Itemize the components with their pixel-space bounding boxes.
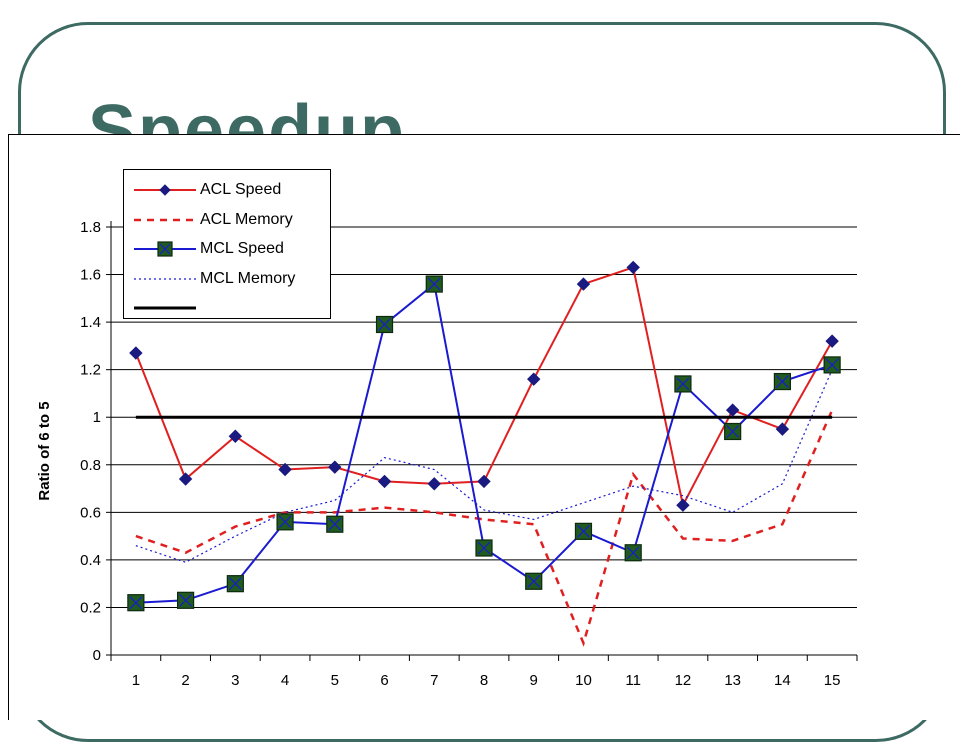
y-tick-label: 0 [93, 647, 101, 664]
legend-sample [134, 241, 196, 257]
legend-sample [134, 306, 196, 310]
data-point-acl-speed [626, 260, 640, 275]
data-point-mcl-speed [624, 544, 642, 562]
legend-item [124, 294, 330, 322]
legend-item: MCL Speed [124, 235, 330, 263]
data-point-mcl-speed [177, 591, 195, 609]
y-tick-label: 0.6 [80, 504, 101, 521]
x-tick-label: 10 [575, 672, 592, 689]
y-tick-label: 1 [93, 409, 101, 426]
data-point-mcl-speed [226, 575, 244, 593]
data-point-mcl-speed [326, 515, 344, 533]
legend-item: ACL Memory [124, 206, 330, 234]
x-tick-label: 15 [824, 672, 841, 689]
data-point-mcl-speed [475, 539, 493, 557]
data-point-mcl-speed [375, 315, 394, 334]
y-tick-label: 0.4 [80, 552, 101, 569]
data-point-acl-speed [775, 422, 790, 436]
x-tick-label: 2 [181, 672, 189, 689]
legend-label: ACL Speed [200, 181, 282, 198]
legend-sample [134, 277, 196, 280]
x-tick-label: 3 [231, 672, 239, 689]
data-point-acl-speed [178, 472, 193, 486]
data-point-acl-speed [228, 429, 243, 443]
data-point-mcl-speed [127, 594, 145, 612]
series-line-mcl-memory [135, 369, 833, 563]
x-tick-label: 5 [331, 672, 339, 689]
chart-panel: 0 0.2 0.4 0.6 0.8 1 1.2 1.4 1.6 1.8 1 2 3 4 5 6 7 8 9 10 11 1… [8, 134, 960, 720]
y-tick-label: 0.2 [80, 599, 101, 616]
data-point-mcl-speed [674, 375, 692, 393]
legend-label: ACL Memory [200, 210, 293, 228]
data-point-mcl-speed [724, 422, 742, 441]
data-point-acl-speed [427, 477, 441, 491]
series-line-acl-memory [135, 409, 834, 647]
legend-marker-square [157, 241, 173, 257]
data-point-acl-speed [825, 334, 839, 348]
data-point-acl-speed [576, 277, 591, 291]
legend-sample [134, 184, 196, 196]
line-chart: 00.20.40.60.811.21.41.61.81 2 3 4 5 6 7 8 9 10 11 1… [36, 219, 858, 689]
y-tick-label: 1.8 [80, 219, 101, 236]
data-point-acl-speed [129, 346, 143, 360]
x-tick-label: 12 [675, 672, 692, 689]
data-point-mcl-speed [276, 513, 294, 531]
x-tick-label: 14 [774, 672, 791, 689]
y-tick-label: 0.8 [80, 457, 101, 474]
legend-sample [134, 218, 196, 221]
data-point-mcl-speed [425, 275, 443, 293]
y-axis-title: Ratio of 6 to 5 [36, 401, 53, 500]
data-point-mcl-speed [525, 572, 543, 590]
y-tick-label: 1.6 [80, 267, 101, 284]
x-tick-label: 1 [132, 672, 140, 689]
x-tick-label: 8 [480, 672, 488, 689]
x-tick-label: 6 [380, 672, 388, 689]
legend-label: MCL Memory [200, 269, 296, 287]
data-point-acl-speed [278, 462, 292, 477]
data-point-mcl-speed [773, 372, 792, 391]
data-point-acl-speed [676, 498, 690, 512]
legend-item: MCL Memory [124, 265, 330, 293]
data-point-acl-speed [377, 474, 392, 489]
data-point-acl-speed [328, 460, 342, 474]
data-point-mcl-speed [574, 522, 593, 540]
data-point-mcl-speed [823, 356, 841, 374]
data-point-acl-speed [725, 403, 740, 417]
chart-legend: ACL Speed ACL Memory MCL Speed MCL Memory [123, 169, 331, 319]
y-tick-label: 1.4 [80, 314, 101, 331]
data-point-acl-speed [527, 372, 541, 386]
x-tick-label: 7 [430, 672, 438, 689]
x-tick-label: 13 [724, 672, 741, 689]
y-tick-label: 1.2 [80, 362, 101, 379]
legend-marker-diamond [159, 184, 171, 196]
data-point-acl-speed [477, 474, 491, 489]
x-tick-label: 11 [625, 672, 641, 689]
legend-item: ACL Speed [124, 176, 330, 204]
x-tick-label: 9 [530, 672, 538, 689]
legend-label: MCL Speed [200, 240, 284, 257]
x-tick-label: 4 [281, 672, 289, 689]
